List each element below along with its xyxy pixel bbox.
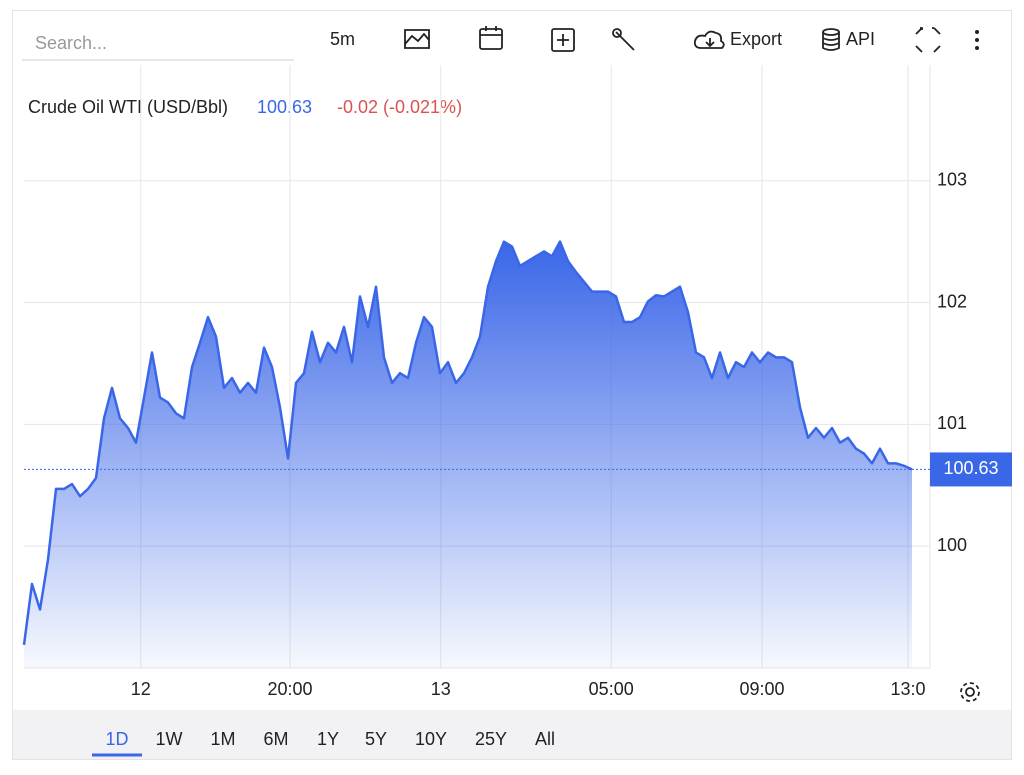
chart-type-icon[interactable]: [404, 29, 430, 49]
y-tick-label: 103: [937, 169, 967, 189]
api-label[interactable]: API: [846, 29, 875, 49]
range-button[interactable]: 1Y: [317, 729, 339, 749]
export-button[interactable]: Export: [693, 29, 782, 49]
x-tick-label: 05:00: [589, 679, 634, 699]
api-button[interactable]: API: [822, 28, 875, 51]
calendar-icon[interactable]: [479, 26, 503, 50]
range-button[interactable]: 25Y: [475, 729, 507, 749]
search-input[interactable]: Search...: [35, 33, 107, 53]
interval-button[interactable]: 5m: [330, 29, 355, 49]
x-tick-label: 13:0: [890, 679, 925, 699]
fullscreen-icon[interactable]: [915, 27, 941, 53]
range-button[interactable]: 6M: [263, 729, 288, 749]
header-price: 100.63: [257, 97, 312, 117]
more-icon[interactable]: [975, 30, 979, 50]
x-tick-label: 12: [131, 679, 151, 699]
x-tick-label: 13: [431, 679, 451, 699]
y-tick-label: 101: [937, 413, 967, 433]
header-change: -0.02 (-0.021%): [337, 97, 462, 117]
range-button[interactable]: 5Y: [365, 729, 387, 749]
range-button[interactable]: 1D: [105, 729, 128, 749]
current-price-label: 100.63: [943, 458, 998, 478]
x-tick-label: 20:00: [267, 679, 312, 699]
x-tick-label: 09:00: [739, 679, 784, 699]
plot: 100 101 102 103 12 20:00 13 05:00 09:00 13:0 100.6…: [22, 65, 1012, 699]
range-selector: 1D 1W 1M 6M 1Y 5Y 10Y 25Y All: [92, 729, 555, 757]
tools-icon[interactable]: [612, 28, 635, 51]
y-tick-label: 100: [937, 535, 967, 555]
export-label[interactable]: Export: [730, 29, 782, 49]
range-button[interactable]: 1M: [210, 729, 235, 749]
current-price-tag: [930, 452, 1012, 487]
area-fill: [24, 241, 912, 669]
instrument-name: Crude Oil WTI (USD/Bbl): [28, 97, 228, 117]
range-bar: [13, 710, 1011, 759]
y-tick-label: 102: [937, 291, 967, 311]
settings-icon[interactable]: [960, 682, 980, 702]
range-button[interactable]: All: [535, 729, 555, 749]
add-indicator-icon[interactable]: [551, 28, 575, 52]
price-line: [22, 240, 913, 646]
range-button[interactable]: 1W: [156, 729, 183, 749]
range-button[interactable]: 10Y: [415, 729, 447, 749]
